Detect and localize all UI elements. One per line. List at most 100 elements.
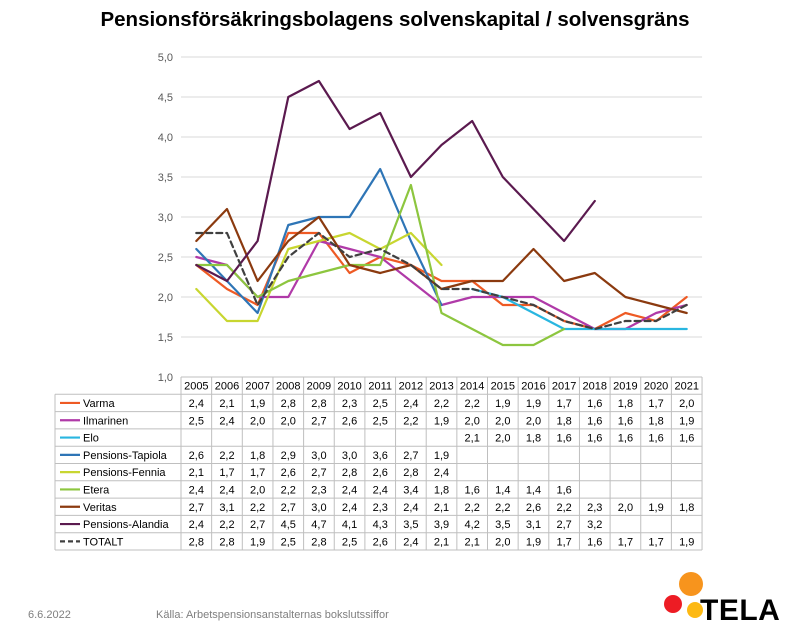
x-tick-label: 2015 xyxy=(491,381,515,393)
table-cell-value: 3,5 xyxy=(403,519,418,531)
table-cell-value: 2,7 xyxy=(250,519,265,531)
x-tick-label: 2011 xyxy=(368,381,392,393)
legend-label: Etera xyxy=(83,484,110,496)
y-tick-label: 1,0 xyxy=(158,372,173,384)
table-cell-value: 2,4 xyxy=(403,502,418,514)
table-cell-value: 2,5 xyxy=(373,398,388,410)
table-cell-value: 2,4 xyxy=(219,484,234,496)
table-cell-value: 1,6 xyxy=(587,433,602,445)
table-cell-value: 2,6 xyxy=(189,450,204,462)
table-cell-value: 4,2 xyxy=(465,519,480,531)
table-cell-value: 2,5 xyxy=(189,415,204,427)
table-cell-value: 2,2 xyxy=(465,502,480,514)
table-cell-value: 3,0 xyxy=(311,450,326,462)
logo-text: TELA xyxy=(700,594,781,627)
table-cell-value: 1,6 xyxy=(465,484,480,496)
table-cell-value: 3,0 xyxy=(342,450,357,462)
table-cell-value: 2,2 xyxy=(434,398,449,410)
x-tick-label: 2017 xyxy=(552,381,576,393)
table-cell-value: 1,7 xyxy=(250,467,265,479)
table-cell-value: 1,6 xyxy=(587,415,602,427)
legend-label: Pensions-Alandia xyxy=(83,519,169,531)
y-tick-label: 4,0 xyxy=(158,132,173,144)
table-cell-value: 3,4 xyxy=(403,484,418,496)
x-tick-label: 2014 xyxy=(460,381,484,393)
table-cell-value: 2,5 xyxy=(373,415,388,427)
table-cell-value: 2,0 xyxy=(250,415,265,427)
table-cell-value: 1,6 xyxy=(618,433,633,445)
table-cell-value: 2,7 xyxy=(311,415,326,427)
table-cell-value: 2,8 xyxy=(311,536,326,548)
legend-label: Varma xyxy=(83,398,115,410)
table-cell-value: 2,4 xyxy=(403,536,418,548)
x-tick-label: 2007 xyxy=(245,381,269,393)
table-cell-value: 1,9 xyxy=(250,536,265,548)
table-cell-value: 1,9 xyxy=(679,415,694,427)
table-cell-value: 2,1 xyxy=(189,467,204,479)
table-cell-value: 4,7 xyxy=(311,519,326,531)
table-cell-value: 2,4 xyxy=(219,415,234,427)
table-cell-value: 1,6 xyxy=(618,415,633,427)
table-cell-value: 2,5 xyxy=(342,536,357,548)
y-tick-label: 4,5 xyxy=(158,92,173,104)
table-cell-value: 1,7 xyxy=(556,536,571,548)
table-cell-value: 3,6 xyxy=(373,450,388,462)
table-cell-value: 1,7 xyxy=(556,398,571,410)
table-cell-value: 2,8 xyxy=(403,467,418,479)
table-cell-value: 2,0 xyxy=(526,415,541,427)
table-cell-value: 3,1 xyxy=(219,502,234,514)
table-cell-value: 1,6 xyxy=(679,433,694,445)
table-cell-value: 2,8 xyxy=(219,536,234,548)
data-table: 2005 2006 2007 2008 2009 2010 2011 2012 2013 2014… xyxy=(54,376,703,551)
table-cell-value: 1,8 xyxy=(648,415,663,427)
x-tick-label: 2020 xyxy=(644,381,668,393)
table-cell-value: 2,4 xyxy=(373,484,388,496)
footer-source: Källa: Arbetspensionsanstalternas bokslu… xyxy=(156,609,389,621)
table-cell-value: 3,2 xyxy=(587,519,602,531)
table-cell-value: 2,3 xyxy=(342,398,357,410)
table-cell-value: 2,0 xyxy=(495,415,510,427)
table-cell-value: 2,6 xyxy=(373,467,388,479)
y-tick-label: 2,5 xyxy=(158,252,173,264)
table-cell-value: 1,7 xyxy=(648,398,663,410)
table-cell-value: 2,2 xyxy=(495,502,510,514)
series-line-pensions-fennia xyxy=(195,231,443,323)
table-cell-value: 2,2 xyxy=(281,484,296,496)
table-cell-value: 1,9 xyxy=(250,398,265,410)
table-cell-value: 1,6 xyxy=(556,433,571,445)
x-tick-label: 2010 xyxy=(337,381,361,393)
table-cell-value: 2,7 xyxy=(189,502,204,514)
table-cell-value: 2,0 xyxy=(495,433,510,445)
table-cell-value: 1,4 xyxy=(495,484,510,496)
table-cell-value: 2,2 xyxy=(556,502,571,514)
table-cell-value: 2,5 xyxy=(281,536,296,548)
series-line-etera xyxy=(195,183,566,347)
table-cell-value: 2,3 xyxy=(311,484,326,496)
legend-label: Pensions-Tapiola xyxy=(83,450,168,462)
series-line-elo xyxy=(471,287,688,331)
table-cell-value: 1,9 xyxy=(526,536,541,548)
y-axis-ticks: 1,0 1,5 2,0 2,5 3,0 3,5 4,0 4,5 5,0 xyxy=(158,52,173,384)
table-cell-value: 2,7 xyxy=(403,450,418,462)
x-tick-label: 2018 xyxy=(583,381,607,393)
table-cell-value: 2,6 xyxy=(281,467,296,479)
table-cell-value: 2,9 xyxy=(281,450,296,462)
x-tick-label: 2019 xyxy=(613,381,637,393)
series-line-pensions-alandia xyxy=(195,79,596,283)
table-cell-value: 2,2 xyxy=(250,502,265,514)
table-cell-value: 3,1 xyxy=(526,519,541,531)
x-tick-label: 2021 xyxy=(674,381,698,393)
table-cell-value: 2,8 xyxy=(311,398,326,410)
table-cell-value: 2,7 xyxy=(556,519,571,531)
y-tick-label: 3,0 xyxy=(158,212,173,224)
table-cell-value: 2,6 xyxy=(526,502,541,514)
table-cell-value: 2,1 xyxy=(465,536,480,548)
table-cell-value: 2,2 xyxy=(465,398,480,410)
table-cell-value: 2,1 xyxy=(219,398,234,410)
table-cell-value: 2,2 xyxy=(219,450,234,462)
x-tick-label: 2009 xyxy=(307,381,331,393)
table-cell-value: 2,4 xyxy=(434,467,449,479)
y-tick-label: 5,0 xyxy=(158,52,173,64)
table-cell-value: 2,8 xyxy=(281,398,296,410)
